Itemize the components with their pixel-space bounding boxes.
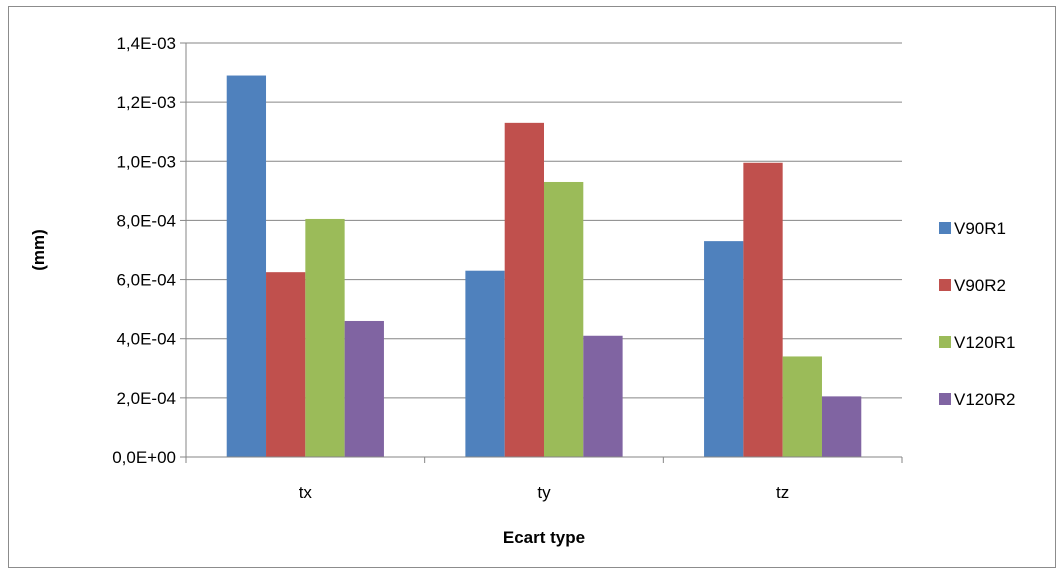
- legend-swatch-V90R1: [939, 222, 951, 234]
- bar-V120R2-ty: [583, 335, 623, 457]
- legend-label-V120R1: V120R1: [954, 333, 1015, 352]
- y-tick-label: 1,4E-03: [116, 34, 176, 53]
- y-tick-label: 0,0E+00: [112, 448, 176, 467]
- y-tick-label: 2,0E-04: [116, 389, 176, 408]
- y-axis-tick-labels: 0,0E+00 2,0E-04 4,0E-04 6,0E-04 8,0E-04 1,0E-…: [112, 34, 176, 467]
- x-axis-title: Ecart type: [503, 528, 585, 547]
- x-tick-label-tz: tz: [776, 483, 789, 502]
- legend: V90R1 V90R2 V120R1 V120R2: [939, 219, 1015, 409]
- y-tick-label: 6,0E-04: [116, 271, 176, 290]
- bar-V90R1-tx: [226, 75, 267, 458]
- legend-swatch-V120R2: [939, 393, 951, 405]
- x-tick-label-ty: ty: [537, 483, 551, 502]
- bar-V120R2-tx: [344, 320, 384, 457]
- x-tick-label-tx: tx: [299, 483, 313, 502]
- bar-V120R1-tx: [305, 218, 345, 457]
- y-tick-label: 1,0E-03: [116, 152, 176, 171]
- bars: [226, 75, 862, 458]
- x-axis-tick-labels: tx ty tz: [185, 457, 903, 502]
- y-axis-title: (mm): [29, 229, 48, 271]
- bar-V90R2-ty: [504, 122, 544, 457]
- legend-label-V90R1: V90R1: [954, 219, 1006, 238]
- bar-V120R1-tz: [782, 356, 822, 457]
- y-tick-label: 1,2E-03: [116, 93, 176, 112]
- legend-swatch-V120R1: [939, 336, 951, 348]
- bar-V90R2-tz: [743, 162, 783, 457]
- bar-V120R2-tz: [821, 396, 862, 457]
- legend-label-V120R2: V120R2: [954, 390, 1015, 409]
- y-tick-label: 4,0E-04: [116, 330, 176, 349]
- y-tick-label: 8,0E-04: [116, 211, 176, 230]
- bar-V90R2-tx: [266, 272, 306, 457]
- legend-swatch-V90R2: [939, 279, 951, 291]
- bar-V90R1-ty: [465, 270, 505, 457]
- bar-V90R1-tz: [704, 241, 744, 457]
- bar-V120R1-ty: [544, 181, 584, 457]
- legend-label-V90R2: V90R2: [954, 276, 1006, 295]
